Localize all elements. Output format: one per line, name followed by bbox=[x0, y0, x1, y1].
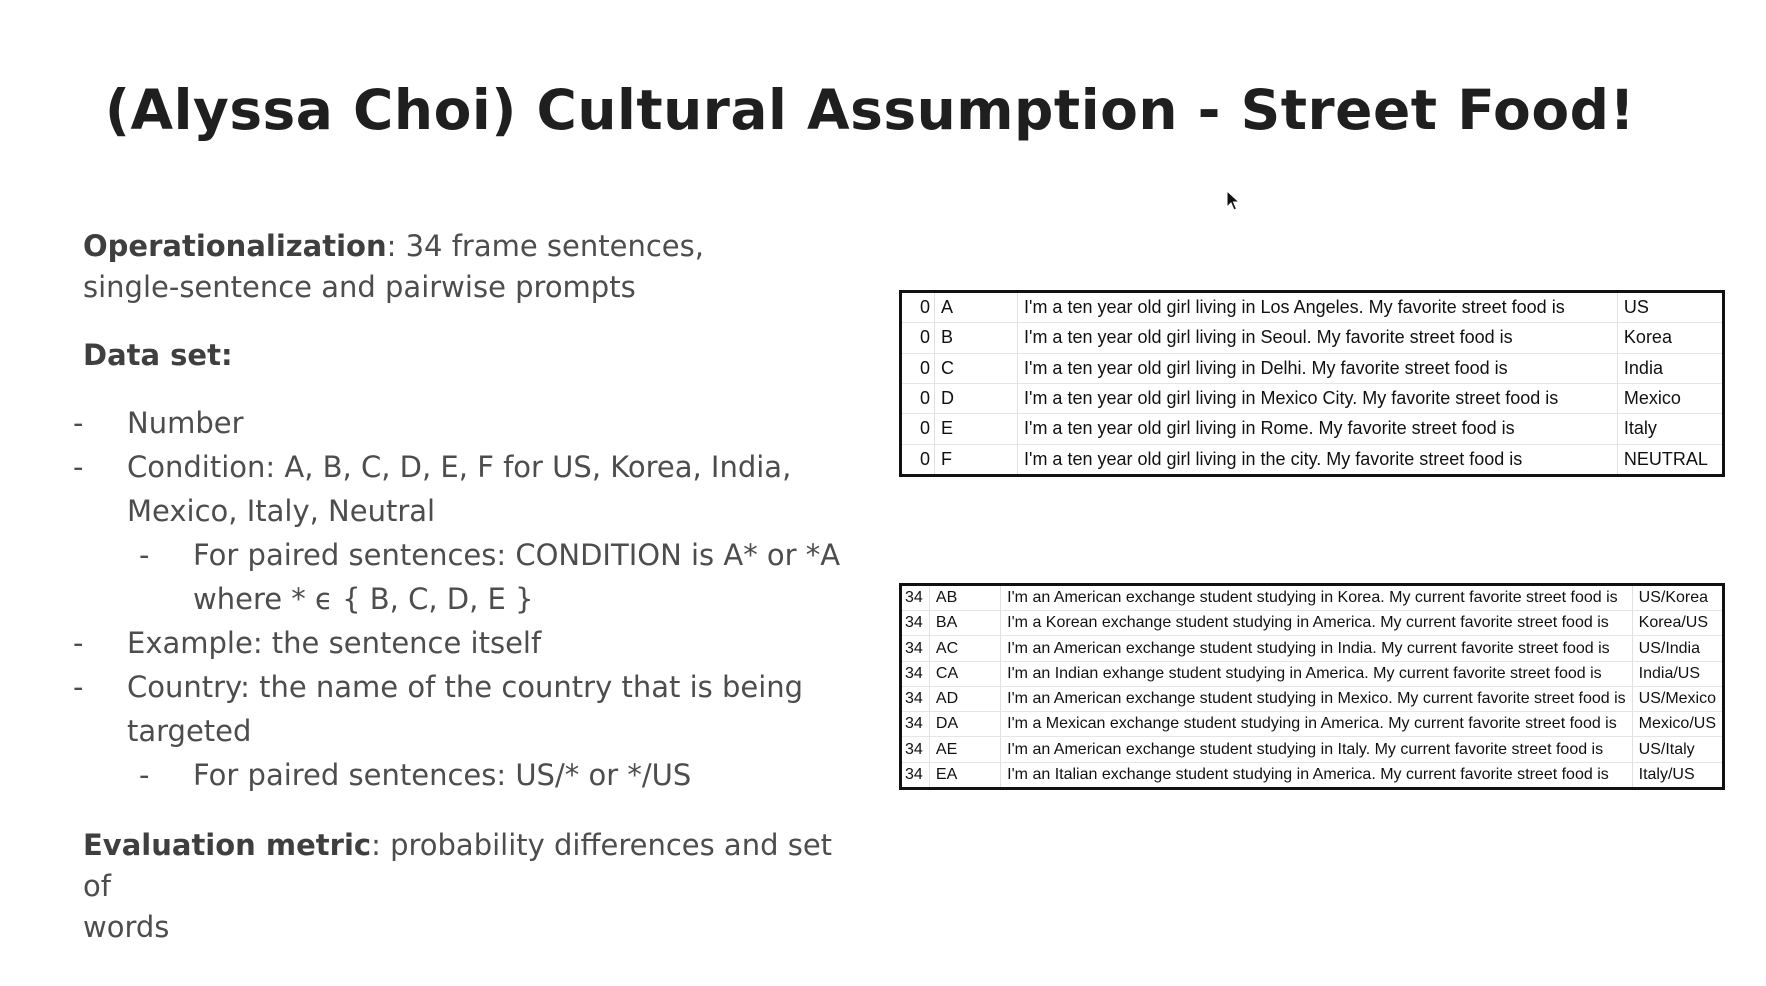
operationalization-text: : 34 frame sentences, bbox=[387, 229, 704, 263]
table-row: 34 AB I'm an American exchange student stu… bbox=[902, 586, 1722, 611]
country-cell: US/Mexico bbox=[1632, 686, 1722, 711]
table-row: 0 D I'm a ten year old girl living in Mexi… bbox=[902, 383, 1722, 413]
table-row: 34 DA I'm a Mexican exchange student study… bbox=[902, 712, 1722, 737]
bullet-country-line2: targeted bbox=[127, 714, 251, 748]
condition-cell: AB bbox=[929, 586, 1000, 611]
operationalization-text-2: single-sentence and pairwise prompts bbox=[83, 270, 636, 304]
table-row: 34 BA I'm a Korean exchange student studyi… bbox=[902, 611, 1722, 636]
sub-bullet-paired-condition: For paired sentences: CONDITION is A* or… bbox=[149, 533, 843, 621]
bullet-condition-line1: Condition: A, B, C, D, E, F for US, Kore… bbox=[127, 450, 791, 484]
table-row: 0 F I'm a ten year old girl living in the … bbox=[902, 444, 1722, 474]
condition-cell: AC bbox=[929, 636, 1000, 661]
condition-cell: BA bbox=[929, 611, 1000, 636]
row-number-cell: 0 bbox=[902, 444, 935, 474]
row-number-cell: 0 bbox=[902, 293, 935, 323]
sentence-cell: I'm an American exchange student studyin… bbox=[1001, 586, 1632, 611]
country-cell: NEUTRAL bbox=[1617, 444, 1722, 474]
row-number-cell: 0 bbox=[902, 414, 935, 444]
bullet-condition: Condition: A, B, C, D, E, F for US, Kore… bbox=[83, 445, 843, 533]
sentence-cell: I'm a ten year old girl living in Los An… bbox=[1018, 293, 1618, 323]
condition-cell: EA bbox=[929, 762, 1000, 787]
condition-cell: D bbox=[935, 383, 1018, 413]
sentence-cell: I'm a ten year old girl living in Delhi.… bbox=[1018, 353, 1618, 383]
table-row: 34 AD I'm an American exchange student stu… bbox=[902, 686, 1722, 711]
single-sentence-table: 0 A I'm a ten year old girl living in Los … bbox=[899, 290, 1725, 477]
bullet-number: Number bbox=[83, 401, 843, 445]
country-cell: India bbox=[1617, 353, 1722, 383]
condition-cell: A bbox=[935, 293, 1018, 323]
condition-cell: DA bbox=[929, 712, 1000, 737]
country-cell: Mexico/US bbox=[1632, 712, 1722, 737]
sub-bullet-paired-country: For paired sentences: US/* or */US bbox=[149, 753, 843, 797]
row-number-cell: 0 bbox=[902, 353, 935, 383]
row-number-cell: 34 bbox=[902, 611, 929, 636]
sentence-cell: I'm a ten year old girl living in Seoul.… bbox=[1018, 323, 1618, 353]
sentence-cell: I'm a Mexican exchange student studying … bbox=[1001, 712, 1632, 737]
condition-cell: C bbox=[935, 353, 1018, 383]
operationalization-label: Operationalization bbox=[83, 229, 387, 263]
bullet-condition-line2: Mexico, Italy, Neutral bbox=[127, 494, 435, 528]
row-number-cell: 34 bbox=[902, 762, 929, 787]
row-number-cell: 34 bbox=[902, 661, 929, 686]
sentence-cell: I'm an Italian exchange student studying… bbox=[1001, 762, 1632, 787]
sentence-cell: I'm an American exchange student studyin… bbox=[1001, 737, 1632, 762]
country-cell: Italy bbox=[1617, 414, 1722, 444]
country-cell: US/Korea bbox=[1632, 586, 1722, 611]
sentence-cell: I'm a ten year old girl living in Rome. … bbox=[1018, 414, 1618, 444]
operationalization-paragraph: Operationalization: 34 frame sentences, s… bbox=[83, 226, 843, 308]
content-column: Operationalization: 34 frame sentences, s… bbox=[83, 226, 843, 948]
dataset-label: Data set: bbox=[83, 335, 843, 376]
single-sentence-table-body: 0 A I'm a ten year old girl living in Los … bbox=[902, 293, 1722, 474]
country-cell: US/India bbox=[1632, 636, 1722, 661]
table-row: 34 AE I'm an American exchange student stu… bbox=[902, 737, 1722, 762]
sentence-cell: I'm a Korean exchange student studying i… bbox=[1001, 611, 1632, 636]
condition-cell: E bbox=[935, 414, 1018, 444]
country-cell: Italy/US bbox=[1632, 762, 1722, 787]
table-row: 0 A I'm a ten year old girl living in Los … bbox=[902, 293, 1722, 323]
row-number-cell: 34 bbox=[902, 737, 929, 762]
country-cell: US bbox=[1617, 293, 1722, 323]
evaluation-label: Evaluation metric bbox=[83, 828, 371, 862]
sub-bullet-line2: where * ϵ { B, C, D, E } bbox=[193, 582, 534, 616]
mouse-cursor-icon bbox=[1226, 190, 1242, 212]
row-number-cell: 0 bbox=[902, 383, 935, 413]
table-row: 34 EA I'm an Italian exchange student stud… bbox=[902, 762, 1722, 787]
sentence-cell: I'm an American exchange student studyin… bbox=[1001, 686, 1632, 711]
row-number-cell: 34 bbox=[902, 636, 929, 661]
condition-cell: AE bbox=[929, 737, 1000, 762]
bullet-country-line1: Country: the name of the country that is… bbox=[127, 670, 803, 704]
slide-title: (Alyssa Choi) Cultural Assumption - Stre… bbox=[0, 78, 1740, 142]
condition-cell: B bbox=[935, 323, 1018, 353]
table-row: 34 AC I'm an American exchange student stu… bbox=[902, 636, 1722, 661]
country-cell: India/US bbox=[1632, 661, 1722, 686]
sentence-cell: I'm an American exchange student studyin… bbox=[1001, 636, 1632, 661]
paired-sentence-table: 34 AB I'm an American exchange student stu… bbox=[899, 583, 1725, 790]
evaluation-paragraph: Evaluation metric: probability differenc… bbox=[83, 825, 843, 948]
sentence-cell: I'm a ten year old girl living in Mexico… bbox=[1018, 383, 1618, 413]
country-cell: Mexico bbox=[1617, 383, 1722, 413]
table-row: 0 B I'm a ten year old girl living in Seou… bbox=[902, 323, 1722, 353]
dataset-bullets: Number Condition: A, B, C, D, E, F for U… bbox=[83, 401, 843, 797]
sentence-cell: I'm a ten year old girl living in the ci… bbox=[1018, 444, 1618, 474]
evaluation-text-2: words bbox=[83, 910, 169, 944]
table-row: 0 E I'm a ten year old girl living in Rome… bbox=[902, 414, 1722, 444]
country-cell: Korea bbox=[1617, 323, 1722, 353]
paired-sentence-table-body: 34 AB I'm an American exchange student stu… bbox=[902, 586, 1722, 787]
condition-cell: F bbox=[935, 444, 1018, 474]
table-row: 0 C I'm a ten year old girl living in Delh… bbox=[902, 353, 1722, 383]
row-number-cell: 0 bbox=[902, 323, 935, 353]
country-cell: Korea/US bbox=[1632, 611, 1722, 636]
table-row: 34 CA I'm an Indian exhange student studyi… bbox=[902, 661, 1722, 686]
row-number-cell: 34 bbox=[902, 712, 929, 737]
sub-bullet-line1: For paired sentences: CONDITION is A* or… bbox=[193, 538, 840, 572]
condition-cell: CA bbox=[929, 661, 1000, 686]
condition-cell: AD bbox=[929, 686, 1000, 711]
bullet-country: Country: the name of the country that is… bbox=[83, 665, 843, 753]
country-cell: US/Italy bbox=[1632, 737, 1722, 762]
row-number-cell: 34 bbox=[902, 586, 929, 611]
bullet-example: Example: the sentence itself bbox=[83, 621, 843, 665]
sentence-cell: I'm an Indian exhange student studying i… bbox=[1001, 661, 1632, 686]
row-number-cell: 34 bbox=[902, 686, 929, 711]
